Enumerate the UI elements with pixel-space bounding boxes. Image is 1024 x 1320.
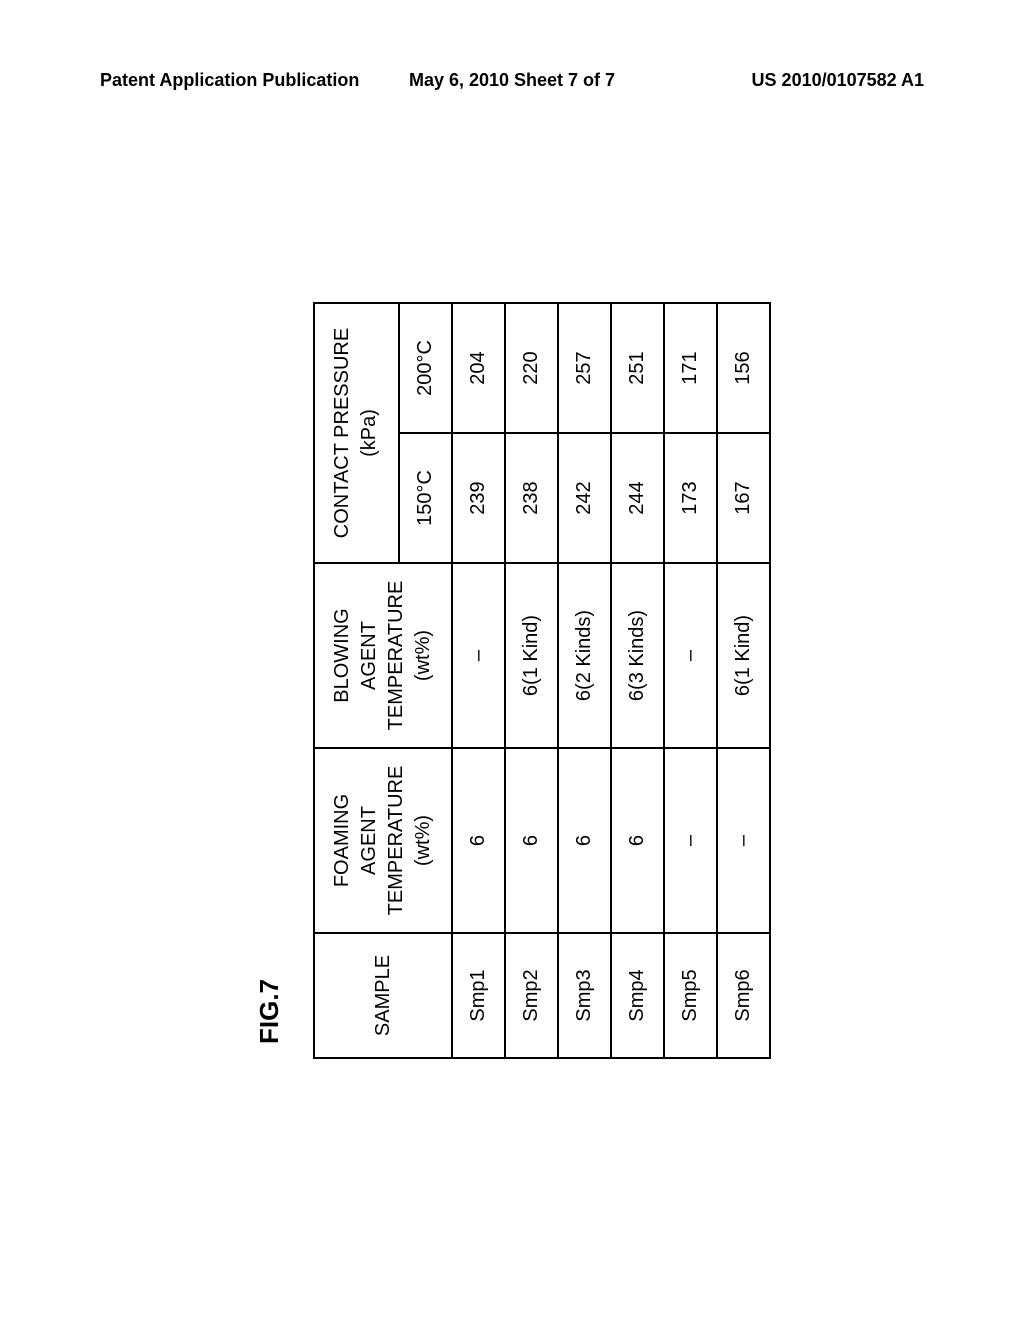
header-temp-150: 150°C: [398, 433, 451, 563]
header-blowing: BLOWINGAGENTTEMPERATURE(wt%): [314, 563, 452, 748]
rotated-figure-wrapper: FIG.7 SAMPLE FOAMINGAGENTTEMPERATURE(wt%…: [254, 302, 771, 1059]
header-date-sheet: May 6, 2010 Sheet 7 of 7: [375, 70, 650, 91]
cell-p200: 171: [664, 303, 717, 433]
header-foaming: FOAMINGAGENTTEMPERATURE(wt%): [314, 748, 452, 933]
cell-foaming: –: [664, 748, 717, 933]
cell-blowing: 6(2 Kinds): [558, 563, 611, 748]
data-table: SAMPLE FOAMINGAGENTTEMPERATURE(wt%) BLOW…: [313, 302, 771, 1059]
cell-foaming: 6: [611, 748, 664, 933]
cell-sample: Smp5: [664, 933, 717, 1058]
cell-p150: 244: [611, 433, 664, 563]
cell-p200: 156: [717, 303, 770, 433]
cell-p200: 251: [611, 303, 664, 433]
table-row: Smp6 – 6(1 Kind) 167 156: [717, 303, 770, 1058]
cell-foaming: 6: [505, 748, 558, 933]
cell-sample: Smp6: [717, 933, 770, 1058]
header-foaming-text: FOAMINGAGENTTEMPERATURE(wt%): [329, 761, 437, 920]
table-row: Smp4 6 6(3 Kinds) 244 251: [611, 303, 664, 1058]
cell-sample: Smp4: [611, 933, 664, 1058]
cell-blowing: 6(1 Kind): [717, 563, 770, 748]
table-row: Smp2 6 6(1 Kind) 238 220: [505, 303, 558, 1058]
cell-p150: 173: [664, 433, 717, 563]
cell-p200: 220: [505, 303, 558, 433]
cell-p200: 204: [452, 303, 505, 433]
cell-blowing: –: [664, 563, 717, 748]
header-blowing-text: BLOWINGAGENTTEMPERATURE(wt%): [329, 576, 437, 735]
cell-blowing: 6(3 Kinds): [611, 563, 664, 748]
cell-p200: 257: [558, 303, 611, 433]
cell-sample: Smp2: [505, 933, 558, 1058]
cell-blowing: 6(1 Kind): [505, 563, 558, 748]
table-body: Smp1 6 – 239 204 Smp2 6 6(1 Kind) 238 22…: [452, 303, 770, 1058]
header-pressure-text: CONTACT PRESSURE(kPa): [329, 316, 383, 550]
figure-content-area: FIG.7 SAMPLE FOAMINGAGENTTEMPERATURE(wt%…: [0, 180, 1024, 1180]
cell-sample: Smp1: [452, 933, 505, 1058]
page-header: Patent Application Publication May 6, 20…: [0, 0, 1024, 91]
table-row: Smp1 6 – 239 204: [452, 303, 505, 1058]
header-publication-number: US 2010/0107582 A1: [649, 70, 924, 91]
cell-p150: 242: [558, 433, 611, 563]
header-sample: SAMPLE: [314, 933, 452, 1058]
cell-p150: 167: [717, 433, 770, 563]
table-header-row-1: SAMPLE FOAMINGAGENTTEMPERATURE(wt%) BLOW…: [314, 303, 399, 1058]
cell-p150: 238: [505, 433, 558, 563]
cell-foaming: –: [717, 748, 770, 933]
table-row: Smp3 6 6(2 Kinds) 242 257: [558, 303, 611, 1058]
header-publication-type: Patent Application Publication: [100, 70, 375, 91]
header-temp-200: 200°C: [398, 303, 451, 433]
cell-foaming: 6: [558, 748, 611, 933]
figure-label: FIG.7: [254, 302, 285, 1044]
cell-foaming: 6: [452, 748, 505, 933]
cell-blowing: –: [452, 563, 505, 748]
table-row: Smp5 – – 173 171: [664, 303, 717, 1058]
cell-p150: 239: [452, 433, 505, 563]
header-contact-pressure: CONTACT PRESSURE(kPa): [314, 303, 399, 563]
cell-sample: Smp3: [558, 933, 611, 1058]
